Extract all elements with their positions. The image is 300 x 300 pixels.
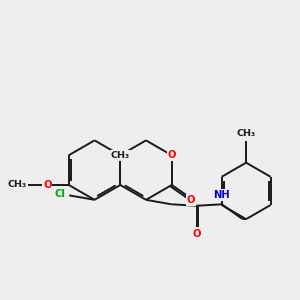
Text: CH₃: CH₃: [7, 181, 26, 190]
Text: O: O: [167, 150, 176, 160]
Text: O: O: [43, 180, 52, 190]
Text: NH: NH: [214, 190, 230, 200]
Text: O: O: [187, 195, 195, 205]
Text: O: O: [192, 229, 201, 239]
Text: CH₃: CH₃: [236, 130, 256, 139]
Text: CH₃: CH₃: [111, 151, 130, 160]
Text: Cl: Cl: [54, 189, 65, 199]
